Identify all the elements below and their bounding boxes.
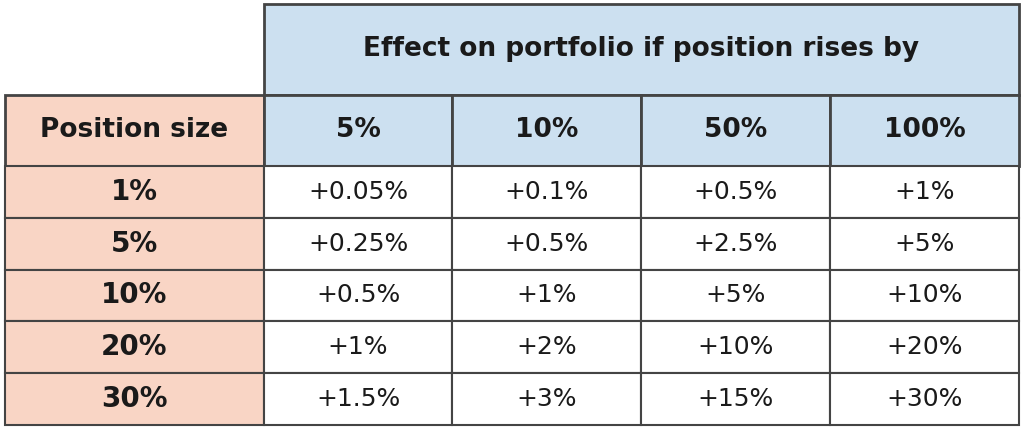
Bar — [641, 321, 830, 373]
Text: +10%: +10% — [887, 284, 963, 308]
Bar — [641, 166, 830, 218]
Bar — [5, 373, 263, 425]
Text: Effect on portfolio if position rises by: Effect on portfolio if position rises by — [364, 36, 920, 63]
Text: +10%: +10% — [697, 335, 774, 359]
Text: +30%: +30% — [887, 387, 963, 411]
Bar — [5, 95, 263, 166]
Bar — [263, 166, 453, 218]
Text: Position size: Position size — [40, 118, 228, 143]
Bar — [263, 373, 453, 425]
Text: +0.5%: +0.5% — [316, 284, 400, 308]
Bar — [263, 218, 453, 269]
Text: 100%: 100% — [884, 118, 966, 143]
Text: +0.25%: +0.25% — [308, 232, 409, 256]
Text: +5%: +5% — [894, 232, 954, 256]
Bar — [830, 269, 1019, 321]
Text: +1.5%: +1.5% — [316, 387, 400, 411]
Bar — [641, 373, 830, 425]
Text: +2%: +2% — [516, 335, 578, 359]
Bar — [5, 269, 263, 321]
Bar — [830, 218, 1019, 269]
Text: +1%: +1% — [516, 284, 578, 308]
Bar — [830, 373, 1019, 425]
Bar — [263, 269, 453, 321]
Text: +0.05%: +0.05% — [308, 180, 409, 204]
Text: 5%: 5% — [336, 118, 381, 143]
Text: +0.5%: +0.5% — [505, 232, 589, 256]
Text: 20%: 20% — [101, 333, 168, 361]
Bar — [453, 321, 641, 373]
Text: 10%: 10% — [101, 281, 168, 309]
Bar — [263, 4, 1019, 95]
Text: 10%: 10% — [515, 118, 579, 143]
Bar — [830, 321, 1019, 373]
Bar — [453, 218, 641, 269]
Bar — [453, 373, 641, 425]
Bar — [830, 166, 1019, 218]
Text: +0.5%: +0.5% — [693, 180, 778, 204]
Text: +20%: +20% — [886, 335, 963, 359]
Text: +3%: +3% — [516, 387, 578, 411]
Bar — [263, 321, 453, 373]
Text: +0.1%: +0.1% — [505, 180, 589, 204]
Bar — [453, 166, 641, 218]
Bar — [453, 95, 641, 166]
Text: 1%: 1% — [111, 178, 158, 206]
Text: 30%: 30% — [101, 385, 168, 413]
Bar — [5, 166, 263, 218]
Text: +1%: +1% — [328, 335, 388, 359]
Bar — [641, 269, 830, 321]
Text: 5%: 5% — [111, 230, 158, 258]
Text: +2.5%: +2.5% — [693, 232, 778, 256]
Text: +15%: +15% — [697, 387, 774, 411]
Text: +1%: +1% — [894, 180, 954, 204]
Bar — [830, 95, 1019, 166]
Bar — [263, 95, 453, 166]
Bar — [5, 4, 263, 95]
Bar — [453, 269, 641, 321]
Bar — [5, 218, 263, 269]
Bar — [5, 321, 263, 373]
Bar — [641, 95, 830, 166]
Bar — [641, 218, 830, 269]
Text: +5%: +5% — [706, 284, 766, 308]
Text: 50%: 50% — [705, 118, 767, 143]
